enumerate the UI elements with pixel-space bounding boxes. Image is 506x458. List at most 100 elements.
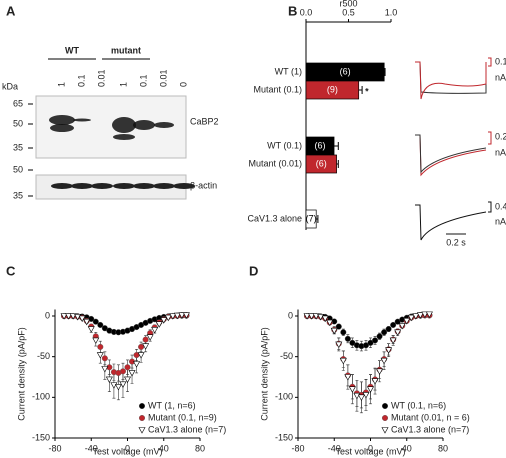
mw-marker: 50 [13, 118, 23, 128]
band [153, 183, 175, 189]
marker [344, 374, 352, 381]
marker [425, 311, 433, 319]
marker [421, 311, 429, 319]
panel-label: D [249, 263, 258, 278]
marker [92, 318, 99, 325]
marker [178, 312, 186, 319]
scale-label: nA [495, 72, 506, 82]
error-bar [384, 68, 386, 76]
scale-label: nA [495, 216, 506, 226]
band [73, 118, 91, 122]
marker [65, 313, 73, 320]
marker [321, 315, 329, 323]
x-tick-label: -80 [291, 443, 304, 453]
axis-title: r500 [339, 0, 357, 8]
legend-label: WT (1, n=6) [148, 400, 196, 410]
x-tick-label: 40 [159, 443, 169, 453]
mw-marker: 50 [13, 164, 23, 174]
current-traces [415, 57, 492, 241]
marker [155, 321, 163, 328]
error-bar [316, 215, 319, 223]
error-bar [334, 142, 339, 150]
panel-label: C [6, 263, 16, 278]
marker [151, 327, 159, 334]
x-tick-label: 0 [125, 443, 130, 453]
error-bar [336, 160, 339, 168]
n-label: (6) [316, 158, 327, 168]
axis-title: Test voltage (mV) [92, 446, 162, 456]
trace [415, 134, 487, 177]
band-label: β-actin [190, 180, 217, 190]
legend-marker [138, 403, 145, 410]
unit-label: kDa [2, 81, 18, 91]
trace [415, 134, 487, 174]
marker [344, 335, 351, 342]
marker [169, 313, 177, 320]
band [49, 115, 75, 125]
marker [339, 357, 347, 365]
marker [398, 322, 406, 330]
marker [407, 314, 415, 322]
y-tick-label: -100 [275, 392, 293, 402]
band [133, 120, 155, 130]
lane-label: 0.1 [138, 74, 148, 87]
marker [87, 326, 95, 333]
marker [381, 329, 388, 336]
marker [101, 366, 109, 373]
n-label: (6) [340, 66, 351, 76]
legend-label: WT (0.1, n=6) [391, 400, 446, 410]
mw-marker: 35 [13, 190, 23, 200]
lane-label: 1 [118, 82, 128, 87]
marker [303, 313, 311, 320]
marker [83, 318, 91, 326]
y-tick-label: 0 [45, 310, 50, 320]
marker [376, 333, 383, 340]
marker [142, 343, 150, 350]
x-tick-label: -80 [48, 443, 61, 453]
marker [326, 319, 334, 327]
marker [124, 364, 131, 371]
x-tick-label: 0.0 [300, 7, 313, 17]
marker [119, 368, 126, 375]
scale-label: 0.2 s [446, 237, 466, 247]
marker [123, 376, 132, 384]
band [113, 183, 135, 189]
marker [160, 317, 168, 324]
lane-label: 1 [56, 82, 66, 87]
scale-label: 0.1 [495, 56, 506, 66]
x-tick-label: -40 [328, 443, 341, 453]
band [133, 183, 155, 189]
band [113, 134, 135, 140]
n-label: (7) [306, 213, 317, 223]
panel-label: A [6, 3, 16, 18]
marker [390, 321, 397, 328]
axis-title: Current density (pA/pF) [259, 327, 269, 421]
marker [412, 313, 420, 320]
legend-marker [138, 427, 146, 434]
marker [96, 352, 104, 359]
marker [366, 386, 375, 393]
x-tick-label: -40 [85, 443, 98, 453]
marker [137, 352, 145, 359]
marker [128, 370, 136, 377]
lane-label: 0.01 [96, 69, 106, 87]
marker [348, 386, 356, 393]
error-bar [358, 86, 363, 94]
marker [372, 337, 379, 344]
band [112, 117, 136, 133]
band [91, 183, 113, 189]
category-label: Mutant (0.01) [248, 158, 302, 168]
y-tick-label: -100 [32, 392, 50, 402]
marker [97, 343, 104, 350]
mw-marker: 35 [13, 142, 23, 152]
marker [114, 383, 122, 391]
marker [92, 337, 100, 345]
category-label: Mutant (0.1) [253, 84, 302, 94]
lane-label: 0 [178, 82, 188, 87]
marker [133, 361, 141, 368]
scale-bar [488, 57, 492, 67]
trace [415, 204, 487, 241]
category-label: WT (1) [275, 66, 302, 76]
marker [403, 318, 411, 325]
